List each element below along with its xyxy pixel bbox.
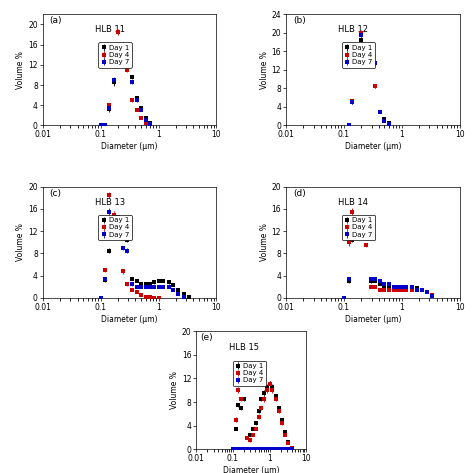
Y-axis label: Volume %: Volume % — [17, 223, 26, 261]
X-axis label: Diameter (μm): Diameter (μm) — [345, 142, 401, 151]
Text: HLB 11: HLB 11 — [95, 26, 125, 35]
Text: HLB 14: HLB 14 — [338, 198, 368, 207]
Text: (a): (a) — [50, 17, 62, 26]
Legend: Day 1, Day 4, Day 7: Day 1, Day 4, Day 7 — [342, 42, 375, 68]
Text: (e): (e) — [201, 333, 213, 342]
Text: HLB 15: HLB 15 — [229, 343, 259, 352]
Legend: Day 1, Day 4, Day 7: Day 1, Day 4, Day 7 — [342, 215, 375, 240]
Text: (d): (d) — [293, 189, 306, 198]
Legend: Day 1, Day 4, Day 7: Day 1, Day 4, Day 7 — [98, 215, 132, 240]
Y-axis label: Volume %: Volume % — [260, 51, 269, 89]
X-axis label: Diameter (μm): Diameter (μm) — [223, 466, 280, 473]
Text: HLB 13: HLB 13 — [95, 198, 125, 207]
Legend: Day 1, Day 4, Day 7: Day 1, Day 4, Day 7 — [98, 42, 132, 68]
Text: (b): (b) — [293, 17, 306, 26]
X-axis label: Diameter (μm): Diameter (μm) — [101, 315, 158, 324]
X-axis label: Diameter (μm): Diameter (μm) — [345, 315, 401, 324]
Text: (c): (c) — [50, 189, 62, 198]
Text: HLB 12: HLB 12 — [338, 26, 368, 35]
Y-axis label: Volume %: Volume % — [17, 51, 26, 89]
Legend: Day 1, Day 4, Day 7: Day 1, Day 4, Day 7 — [233, 360, 266, 386]
Y-axis label: Volume %: Volume % — [170, 371, 179, 409]
X-axis label: Diameter (μm): Diameter (μm) — [101, 142, 158, 151]
Y-axis label: Volume %: Volume % — [260, 223, 269, 261]
